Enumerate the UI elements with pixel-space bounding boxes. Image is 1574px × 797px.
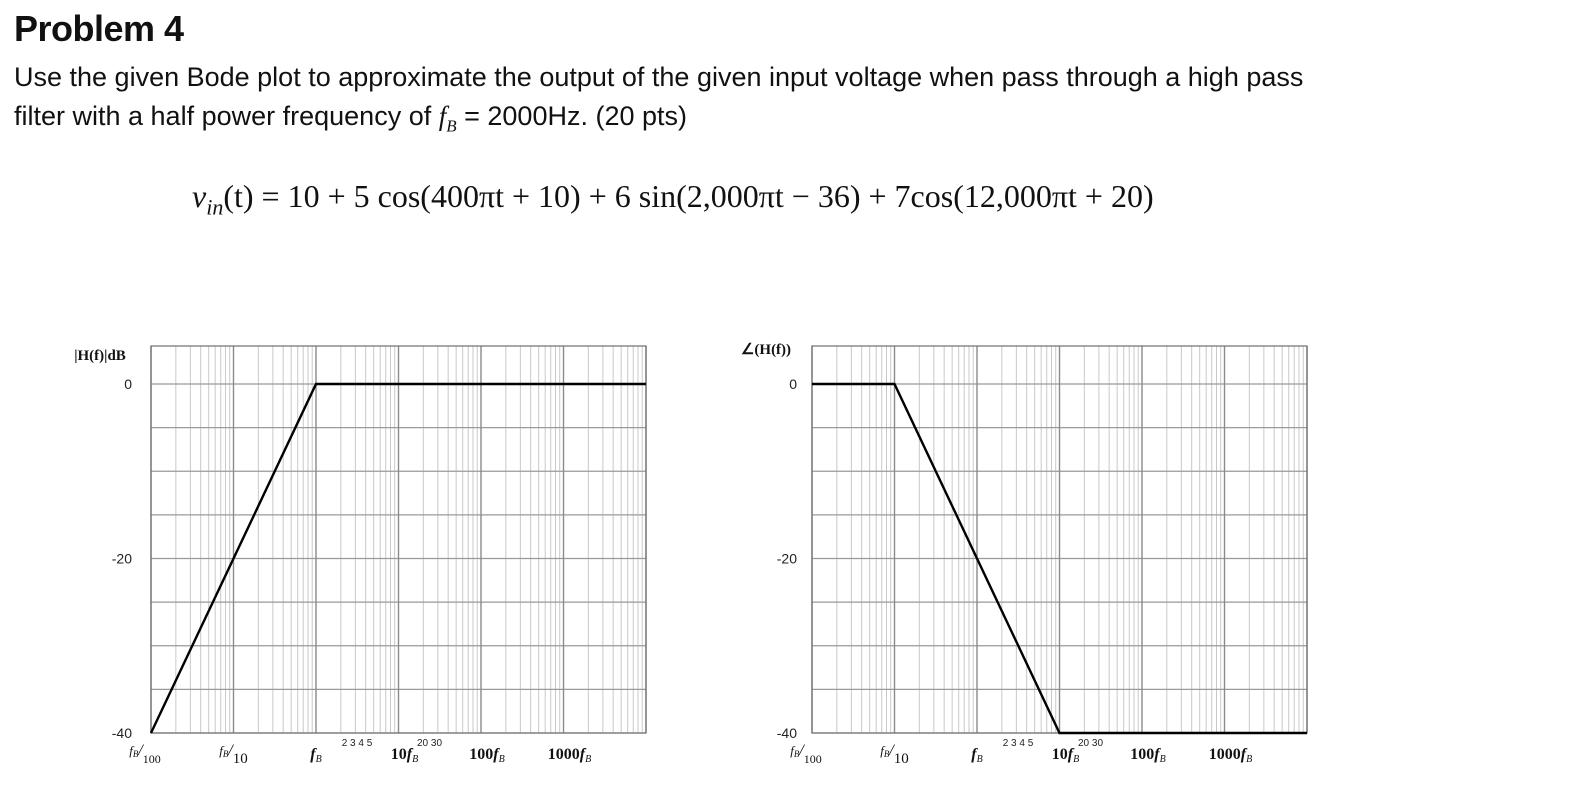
eq-lhs-var: v [192,178,207,214]
x-tick-label: fB/10 [219,742,248,767]
problem-title: Problem 4 [14,8,184,49]
eq-lhs-arg: (t) [223,178,254,214]
x-tick-label: fB [971,746,982,765]
minor-tick-label: 20 30 [417,738,442,749]
x-tick-label: fB/10 [880,742,909,767]
y-tick-label: -20 [777,551,797,567]
y-tick-label: 0 [789,376,797,392]
fb-subscript: B [446,116,457,136]
x-tick-label: 1000fB [1209,746,1252,765]
y-tick-label: -40 [777,725,797,741]
x-tick-label: fB/100 [790,742,822,766]
y-tick-label: -40 [112,725,132,741]
x-tick-label: fB/100 [129,742,161,766]
statement-post: = 2000Hz. (20 pts) [456,101,687,131]
series-line [812,382,1307,735]
x-tick-label: 10fB [1052,746,1079,765]
input-voltage-equation: vin(t) = 10 + 5 cos(400πt + 10) + 6 sin(… [192,178,1154,220]
minor-tick-label: 20 30 [1078,738,1103,749]
minor-tick-label: 2 3 4 5 [1003,738,1034,749]
fb-symbol: f [438,101,447,131]
x-tick-label: 1000fB [548,746,591,765]
x-tick-label: 100fB [469,746,504,765]
problem-statement-line1: Use the given Bode plot to approximate t… [14,62,1304,92]
x-tick-label: 100fB [1130,746,1165,765]
plot-frame [150,345,647,734]
problem-statement-line2: filter with a half power frequency of fB… [14,101,687,136]
y-axis-label: ∠(H(f)) [741,342,791,358]
eq-lhs-sub: in [206,194,224,220]
x-tick-label: fB [310,746,321,765]
statement-pre: filter with a half power frequency of [14,101,439,131]
minor-tick-label: 2 3 4 5 [342,738,373,749]
eq-rhs: = 10 + 5 cos(400πt + 10) + 6 sin(2,000πt… [253,178,1154,214]
series-line [149,382,646,734]
y-tick-label: -20 [112,551,132,567]
y-tick-label: 0 [124,376,132,392]
y-axis-label: |H(f)|dB [74,348,126,364]
x-tick-label: 10fB [391,746,418,765]
